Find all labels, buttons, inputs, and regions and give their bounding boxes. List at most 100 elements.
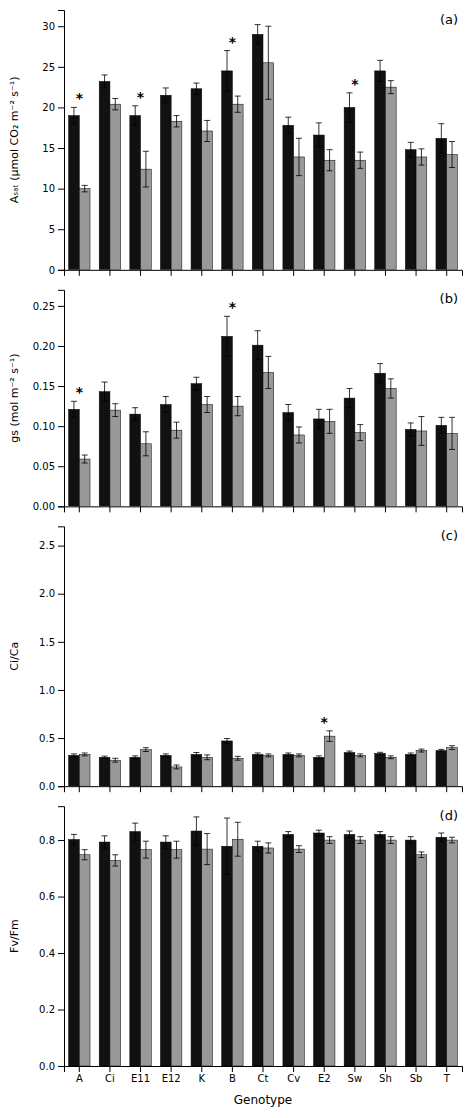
bar [355, 755, 366, 786]
x-tick [79, 786, 80, 792]
error-bar [255, 25, 261, 44]
x-tick: K [198, 1066, 205, 1084]
y-tick: 0.20 [33, 341, 64, 352]
error-bar [112, 404, 118, 417]
x-tick-mark [416, 270, 417, 276]
error-bar [255, 841, 261, 851]
error-bar [235, 822, 241, 856]
error-bar [163, 754, 169, 757]
annotation: * [229, 299, 237, 315]
x-tick-mark [324, 1066, 325, 1072]
error-bar [388, 756, 394, 759]
y-tick-label: 2.0 [39, 588, 55, 599]
x-tick [171, 506, 172, 512]
x-tick-mark [79, 786, 80, 792]
x-tick-mark [385, 1066, 386, 1072]
error-bar [71, 834, 77, 844]
x-axis [65, 786, 463, 792]
error-bar [102, 836, 108, 848]
error-bar [132, 823, 138, 840]
x-tick [416, 270, 417, 276]
x-tick: Ct [258, 1066, 269, 1084]
bar [130, 116, 141, 270]
y-axis-title: Aₛₐₜ (μmol CO₂ m⁻² s⁻¹) [8, 76, 21, 203]
error-bar [388, 379, 394, 398]
bar [202, 757, 213, 786]
error-bar [112, 99, 118, 110]
x-tick-mark [446, 786, 447, 792]
x-tick-label: Sb [410, 1073, 423, 1084]
x-tick [201, 506, 202, 512]
error-bar [102, 382, 108, 401]
error-bar [285, 117, 291, 133]
x-tick-mark [171, 1066, 172, 1072]
series [69, 316, 447, 506]
plot-area [69, 731, 458, 786]
bar [202, 849, 213, 1066]
bar [447, 748, 458, 786]
x-tick-label: B [229, 1073, 236, 1084]
x-tick [140, 506, 141, 512]
bar [344, 834, 355, 1066]
bar [314, 419, 325, 506]
x-axis-line [65, 787, 463, 793]
panel: 0.00.51.01.52.02.5*(c)Ci/Ca [8, 527, 463, 792]
x-tick-mark [140, 506, 141, 512]
y-tick-mark [58, 738, 64, 739]
x-tick [109, 786, 110, 792]
y-tick-label: 0.20 [33, 341, 55, 352]
x-tick-mark [385, 506, 386, 512]
error-bar [193, 83, 199, 94]
error-bar [132, 408, 138, 421]
bar [130, 757, 141, 786]
x-axis [65, 270, 463, 276]
bar [294, 849, 305, 1066]
bar [283, 754, 294, 786]
bar [79, 189, 90, 270]
bar [69, 755, 80, 786]
error-bar [418, 852, 424, 858]
error-bar [265, 26, 271, 99]
x-tick [171, 786, 172, 792]
x-tick [232, 506, 233, 512]
x-tick-label: E2 [318, 1073, 331, 1084]
error-bar [255, 753, 261, 756]
error-bar [377, 752, 383, 754]
error-bar [316, 123, 322, 147]
error-bar [377, 364, 383, 383]
bar [416, 751, 427, 787]
y-tick-mark [58, 306, 64, 307]
x-tick-mark [263, 786, 264, 792]
x-tick [140, 786, 141, 792]
x-tick-mark [79, 270, 80, 276]
x-tick-label: Ci [105, 1073, 115, 1084]
x-tick-mark [446, 506, 447, 512]
x-tick: T [443, 1066, 451, 1084]
y-tick: 1.5 [39, 637, 64, 648]
x-tick: Sb [410, 1066, 423, 1084]
x-tick [263, 270, 264, 276]
bar [344, 398, 355, 506]
error-bar [346, 388, 352, 407]
y-tick-mark [58, 506, 64, 507]
x-tick-mark [293, 270, 294, 276]
y-tick: 15 [42, 143, 64, 154]
bar [416, 855, 427, 1066]
x-tick-mark [140, 1066, 141, 1072]
error-bar [102, 756, 108, 758]
error-bar [285, 405, 291, 421]
x-tick [385, 270, 386, 276]
x-tick-mark [171, 786, 172, 792]
bar [99, 757, 110, 786]
y-tick-mark [58, 786, 64, 787]
x-tick: Ci [105, 1066, 115, 1084]
error-bar [193, 817, 199, 845]
bar [344, 107, 355, 269]
bar [110, 860, 121, 1066]
error-bar [408, 423, 414, 436]
x-tick-mark [293, 506, 294, 512]
error-bar [438, 417, 444, 433]
y-tick-mark [58, 690, 64, 691]
y-tick: 5 [49, 224, 64, 235]
x-tick [140, 270, 141, 276]
